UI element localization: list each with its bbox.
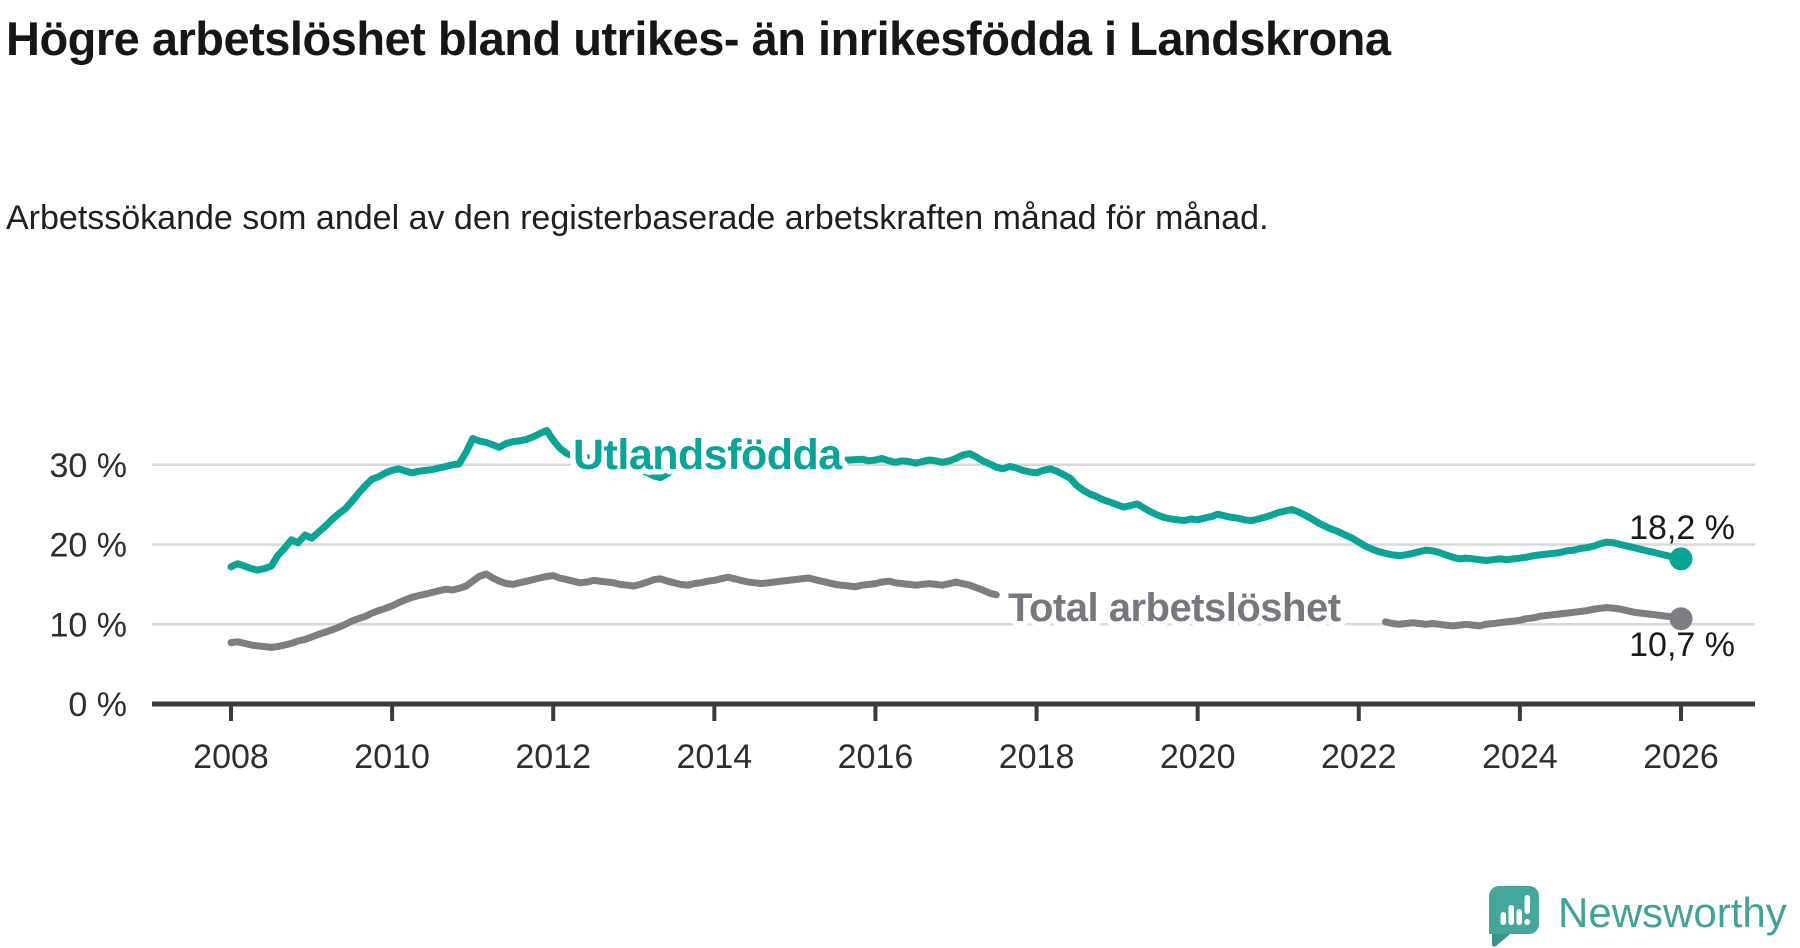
line-total-arbetsloshet-seg2	[1381, 604, 1685, 630]
x-tick-label-2024: 2024	[1482, 738, 1558, 776]
x-tick-label-2012: 2012	[515, 738, 591, 776]
logo-exclamation-bar	[1524, 895, 1530, 914]
x-axis: 0 % 10 % 20 % 30 % 2008 2010 2012 2014 2016 2018 2…	[50, 447, 1755, 776]
bar-chart-speech-bubble-icon	[1489, 886, 1539, 947]
brand-name: Newsworthy	[1558, 889, 1787, 936]
y-tick-label-0: 0 %	[68, 686, 127, 724]
y-tick-label-30: 30 %	[50, 447, 128, 485]
series-lines: Total arbetslöshet Utlandsfödda 18,2 % 10,7…	[227, 426, 1735, 664]
gridlines	[152, 463, 1755, 626]
x-tick-label-2018: 2018	[999, 738, 1075, 776]
end-label-total: 10,7 %	[1629, 626, 1735, 664]
end-label-utlandsfodda: 18,2 %	[1629, 509, 1735, 547]
logo-bar-3	[1516, 909, 1522, 925]
series-label-total-arbetsloshet: Total arbetslöshet	[1008, 586, 1341, 630]
logo-bar-1	[1500, 912, 1506, 925]
line-total-arbetsloshet-seg1	[227, 570, 1000, 651]
x-tick-label-2022: 2022	[1321, 738, 1397, 776]
y-tick-label-20: 20 %	[50, 527, 128, 565]
newsworthy-brand: Newsworthy	[1489, 884, 1787, 948]
chart-title: Högre arbetslöshet bland utrikes- än inr…	[6, 12, 1391, 65]
line-utlandsfodda	[227, 427, 1685, 574]
x-tick-label-2020: 2020	[1160, 738, 1236, 776]
logo-exclamation-dot	[1524, 919, 1531, 925]
logo-bar-2	[1508, 905, 1514, 925]
end-dot-total	[1669, 607, 1693, 631]
x-tick-label-2014: 2014	[677, 738, 753, 776]
end-dot-utlandsfodda	[1669, 547, 1693, 571]
y-tick-label-10: 10 %	[50, 606, 128, 644]
x-tick-label-2010: 2010	[354, 738, 430, 776]
x-tick-label-2026: 2026	[1643, 738, 1719, 776]
x-tick-label-2016: 2016	[838, 738, 914, 776]
series-label-utlandsfodda: Utlandsfödda	[573, 431, 843, 479]
chart-subtitle: Arbetssökande som andel av den registerb…	[6, 199, 1269, 237]
x-tick-label-2008: 2008	[193, 738, 269, 776]
